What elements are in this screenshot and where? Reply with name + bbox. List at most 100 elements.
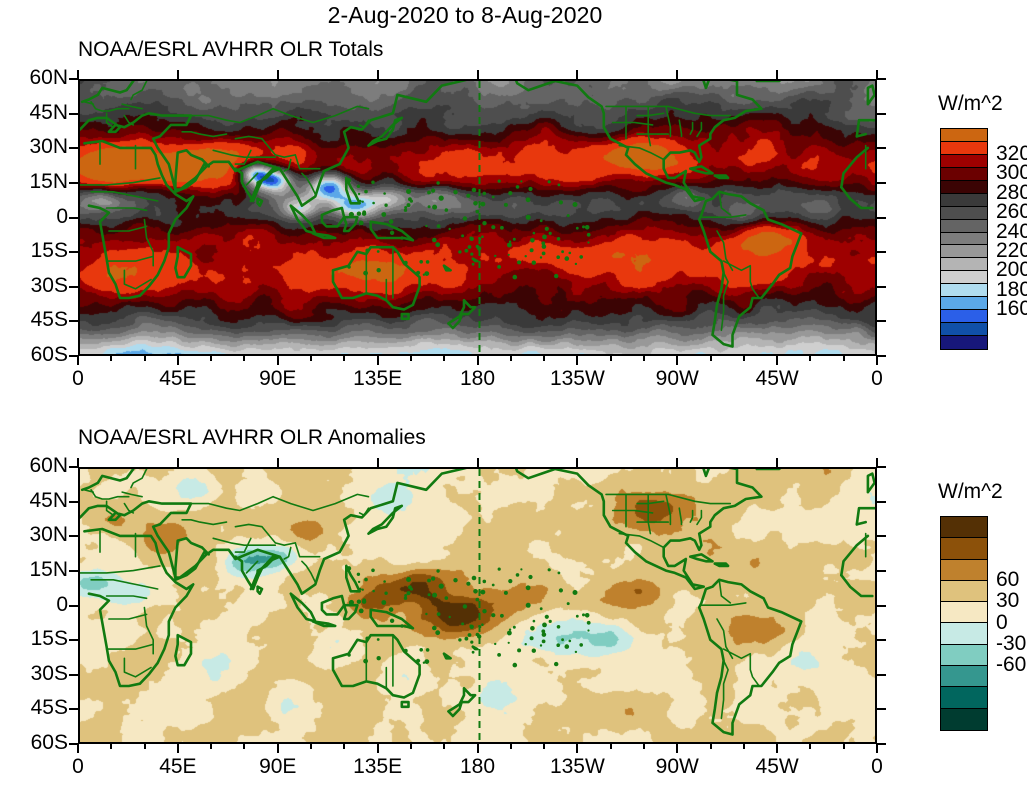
island-marker: [383, 192, 386, 195]
island-marker: [427, 578, 431, 583]
island-marker: [503, 590, 508, 595]
island-marker: [371, 180, 375, 185]
x-axis-label: 45E: [159, 755, 197, 778]
x-tick-mark-top: [776, 458, 779, 467]
island-marker: [432, 237, 437, 243]
island-marker: [358, 220, 364, 226]
coastline-path: [123, 269, 152, 290]
x-tick-mark: [676, 744, 679, 753]
island-marker: [482, 221, 487, 226]
island-marker: [558, 200, 563, 205]
island-marker: [376, 638, 380, 641]
y-tick-mark-right: [877, 147, 886, 150]
map-plot-anomalies[interactable]: [78, 467, 877, 744]
island-marker: [436, 224, 441, 229]
y-axis-label: 45S: [30, 308, 68, 332]
y-tick-mark-right: [877, 320, 886, 323]
island-marker: [529, 636, 534, 641]
coastline-path: [689, 165, 714, 175]
island-marker: [475, 209, 480, 214]
island-marker: [357, 580, 361, 584]
island-marker: [520, 568, 523, 571]
island-marker: [348, 599, 354, 606]
x-minor-tick: [543, 744, 546, 749]
island-marker: [568, 251, 572, 255]
coastline-path: [272, 493, 370, 512]
island-marker: [384, 591, 388, 595]
colorbar-band: [941, 580, 987, 603]
colorbar-band: [941, 297, 987, 311]
y-tick-mark-right: [877, 673, 886, 676]
x-minor-tick: [509, 356, 512, 361]
island-marker: [564, 644, 570, 649]
coastline-path: [83, 139, 195, 300]
x-minor-tick: [210, 744, 213, 749]
island-marker: [403, 260, 408, 265]
island-marker: [507, 253, 510, 256]
island-marker: [482, 191, 487, 196]
island-marker: [574, 650, 578, 654]
island-marker: [432, 204, 438, 210]
coastline-path: [605, 493, 732, 505]
island-marker: [388, 607, 394, 612]
island-marker: [584, 225, 590, 230]
island-marker: [561, 638, 564, 642]
colorbar-band: [941, 206, 987, 220]
island-marker: [491, 225, 496, 230]
x-axis-label: 180: [459, 755, 496, 778]
island-marker: [471, 187, 477, 193]
x-minor-tick: [742, 356, 745, 361]
x-axis-label: 45W: [755, 367, 799, 390]
x-minor-tick: [543, 356, 546, 361]
coastline-path: [130, 81, 148, 101]
coastline-path: [442, 264, 452, 272]
island-marker: [525, 197, 531, 203]
coastline-path: [866, 84, 875, 106]
x-minor-tick: [243, 744, 246, 749]
x-tick-mark-top: [376, 70, 379, 79]
coastline-path: [611, 121, 654, 126]
x-tick-mark: [676, 356, 679, 365]
island-marker: [346, 178, 352, 183]
x-tick-mark: [276, 744, 279, 753]
island-marker: [480, 201, 486, 207]
island-marker: [364, 189, 368, 194]
island-marker: [572, 202, 578, 207]
island-marker: [542, 622, 547, 628]
coastline-path: [840, 534, 870, 577]
coastline-path: [855, 132, 867, 138]
island-marker: [512, 274, 518, 280]
coastline-path: [181, 131, 228, 138]
coastline-path: [105, 112, 115, 128]
island-marker: [425, 224, 428, 228]
coastline-path: [121, 103, 143, 110]
island-marker: [438, 195, 444, 201]
x-tick-mark: [176, 356, 179, 365]
x-axis-label: 90E: [259, 755, 297, 778]
coastline-path: [611, 509, 654, 514]
island-marker: [544, 226, 549, 231]
coastline-path: [245, 560, 259, 574]
island-marker: [564, 256, 570, 261]
island-marker: [532, 231, 536, 235]
y-axis-label: 60S: [30, 731, 68, 754]
map-plot-totals[interactable]: [78, 79, 877, 356]
island-marker: [587, 629, 590, 632]
y-axis-label: 60N: [29, 454, 68, 477]
coastline-path: [700, 214, 747, 218]
island-marker: [541, 639, 546, 644]
x-minor-tick: [409, 744, 412, 749]
coastline-path: [678, 507, 683, 526]
island-marker: [517, 648, 522, 653]
y-tick-mark: [69, 320, 78, 323]
island-marker: [436, 181, 440, 185]
island-marker: [419, 648, 424, 652]
x-tick-mark: [176, 744, 179, 753]
island-marker: [480, 589, 486, 595]
coastline-path: [716, 230, 734, 272]
coastline-path: [90, 489, 130, 500]
x-tick-mark-top: [576, 458, 579, 467]
colorbar-tick-label: 160: [996, 297, 1027, 321]
island-marker: [491, 583, 495, 587]
coastline-path: [181, 519, 228, 526]
